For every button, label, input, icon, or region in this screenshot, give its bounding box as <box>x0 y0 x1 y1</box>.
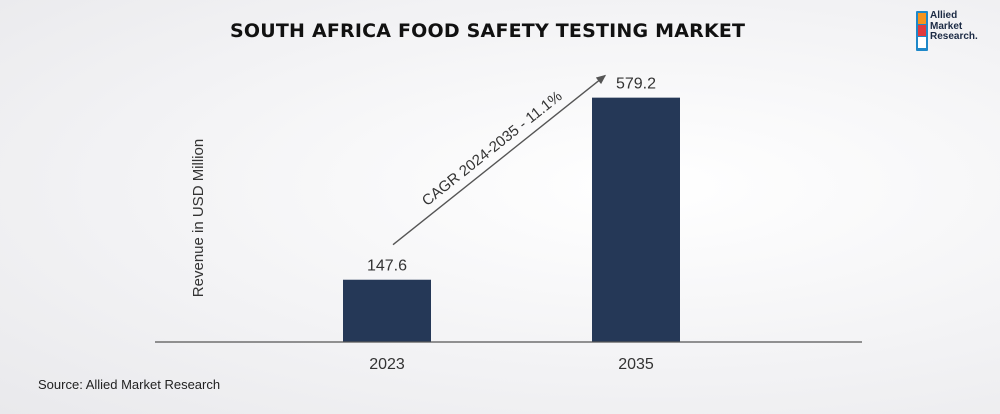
cagr-annotation: CAGR 2024-2035 - 11.1% <box>419 88 566 210</box>
value-label-2035: 579.2 <box>616 76 656 93</box>
bar-2035 <box>592 97 680 343</box>
value-label-2023: 147.6 <box>367 258 407 275</box>
allied-market-research-logo: Allied Market Research. <box>916 9 996 55</box>
logo-line-2: Market <box>930 20 963 32</box>
x-tick-label-2023: 2023 <box>369 356 405 373</box>
cagr-arrow-layer: CAGR 2024-2035 - 11.1% <box>392 74 607 246</box>
bars-layer: 147.6 2023 579.2 2035 <box>343 76 680 373</box>
logo-mark-icon <box>916 11 928 51</box>
cagr-arrow <box>392 74 607 246</box>
bar-2023 <box>343 279 431 342</box>
chart-title: SOUTH AFRICA FOOD SAFETY TESTING MARKET <box>230 20 746 42</box>
logo-line-1: Allied <box>930 10 958 21</box>
logo-line-3: Research. <box>930 31 978 42</box>
source-note: Source: Allied Market Research <box>38 377 221 392</box>
y-axis-label: Revenue in USD Million <box>190 139 207 297</box>
x-tick-label-2035: 2035 <box>618 356 654 373</box>
logo-text: Allied Market Research. <box>930 10 978 43</box>
